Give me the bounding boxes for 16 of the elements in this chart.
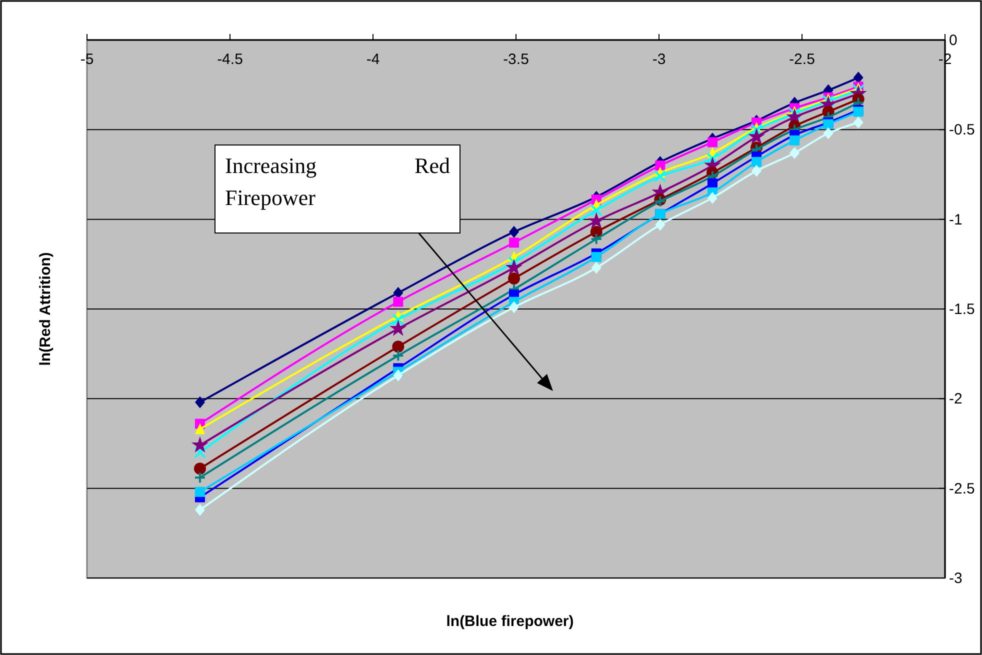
y-tick-label: -1.5 xyxy=(949,301,975,318)
x-tick-label: -5 xyxy=(80,51,94,68)
x-tick-label: -4.5 xyxy=(217,51,243,68)
x-tick-label: -3 xyxy=(652,51,666,68)
x-tick-label: -2.5 xyxy=(789,51,815,68)
y-tick-label: -2 xyxy=(949,390,962,408)
y-tick-label: -0.5 xyxy=(949,122,975,139)
y-tick-label: -3 xyxy=(949,570,962,587)
y-tick-label: -1 xyxy=(949,211,962,228)
y-tick-label: 0 xyxy=(949,32,958,49)
x-tick-label: -3.5 xyxy=(503,51,529,68)
x-tick-label: -4 xyxy=(366,51,380,68)
y-axis-title: ln(Red Attrition) xyxy=(37,252,54,366)
annotation: Increasing Red Firepower xyxy=(225,152,450,212)
y-tick-label: -2.5 xyxy=(949,480,975,498)
x-axis-title: ln(Blue firepower) xyxy=(446,613,574,630)
